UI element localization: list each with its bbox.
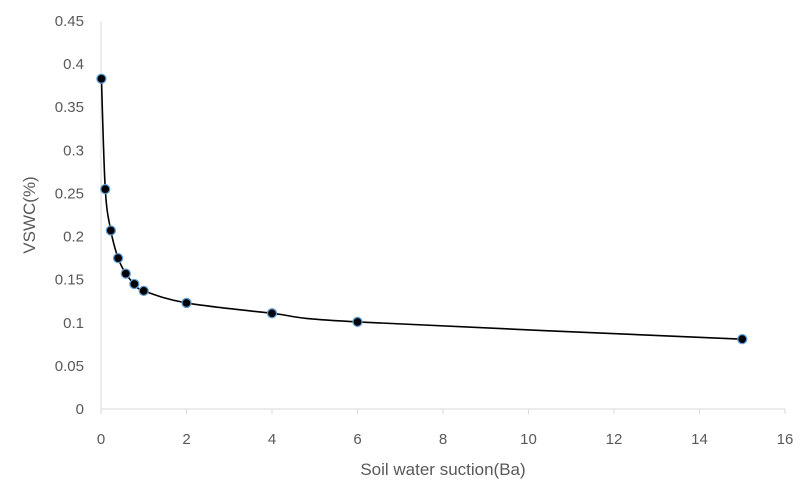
y-tick-label: 0.15 [55,272,84,289]
x-axis: 0 2 4 6 8 10 12 14 16 [97,408,794,448]
y-tick-label: 0.05 [55,358,84,375]
y-tick-label: 0.2 [63,229,84,246]
x-tick-label: 14 [691,431,708,448]
series-line [100,78,743,340]
x-tick-label: 16 [777,431,794,448]
data-point [96,73,107,84]
y-axis: 0 0.05 0.1 0.15 0.2 0.25 0.3 0.35 0.4 0.45 [55,13,102,418]
data-point [112,252,124,264]
data-point [100,183,111,195]
x-tick-label: 8 [439,431,447,448]
x-tick-label: 4 [268,431,276,448]
data-point [737,334,748,345]
x-tick-label: 2 [182,431,190,448]
y-tick-label: 0.3 [63,142,84,159]
x-tick-label: 6 [353,431,361,448]
data-point [105,225,116,236]
data-point [120,268,131,279]
series-markers [96,73,748,345]
y-tick-label: 0.25 [55,185,84,202]
x-axis-title: Soil water suction(Ba) [360,460,525,479]
data-point [266,308,278,319]
y-tick-label: 0 [76,401,84,418]
y-tick-label: 0.35 [55,99,84,116]
y-tick-label: 0.45 [55,13,84,30]
data-point [181,297,192,309]
y-tick-label: 0.1 [63,315,84,332]
y-tick-label: 0.4 [63,56,84,73]
x-tick-label: 10 [520,431,537,448]
x-tick-labels: 0 2 4 6 8 10 12 14 16 [97,409,794,448]
data-point [352,316,363,328]
x-tick-label: 12 [606,431,623,448]
x-tick-label: 0 [97,431,105,448]
data-point [138,285,149,297]
data-point [129,278,140,290]
y-tick-labels: 0 0.05 0.1 0.15 0.2 0.25 0.3 0.35 0.4 0.45 [55,13,84,418]
y-axis-title: VSWC(%) [20,176,39,253]
